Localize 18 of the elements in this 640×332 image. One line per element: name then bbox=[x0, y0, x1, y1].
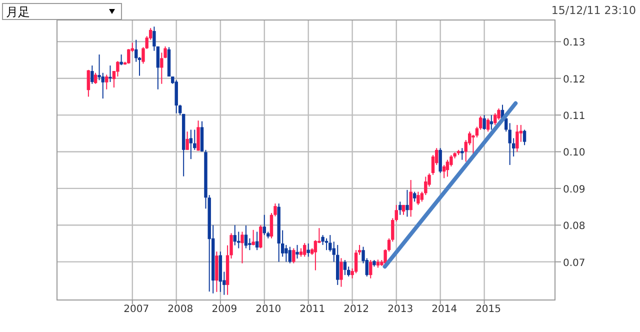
y-tick-label: 0.13 bbox=[563, 38, 586, 49]
x-tick-label: 2011 bbox=[300, 304, 326, 315]
x-tick-label: 2015 bbox=[476, 304, 502, 315]
y-tick-label: 0.10 bbox=[563, 148, 586, 159]
x-tick-label: 2007 bbox=[124, 304, 150, 315]
y-tick-label: 0.09 bbox=[563, 184, 586, 196]
x-tick-label: 2008 bbox=[168, 304, 194, 315]
y-tick-label: 0.11 bbox=[563, 111, 586, 122]
x-tick-label: 2010 bbox=[256, 304, 282, 315]
y-tick-label: 0.12 bbox=[563, 74, 586, 86]
text: 15/12/11 23:10 bbox=[551, 4, 636, 17]
y-tick-label: 0.08 bbox=[563, 221, 586, 232]
x-tick-label: 2009 bbox=[212, 304, 238, 315]
x-tick-label: 2013 bbox=[388, 304, 414, 315]
dropdown: 月足 bbox=[2, 3, 122, 20]
x-tick-label: 2014 bbox=[432, 304, 458, 315]
y-tick-label: 0.07 bbox=[563, 258, 586, 269]
x-tick-label: 2012 bbox=[344, 304, 370, 315]
